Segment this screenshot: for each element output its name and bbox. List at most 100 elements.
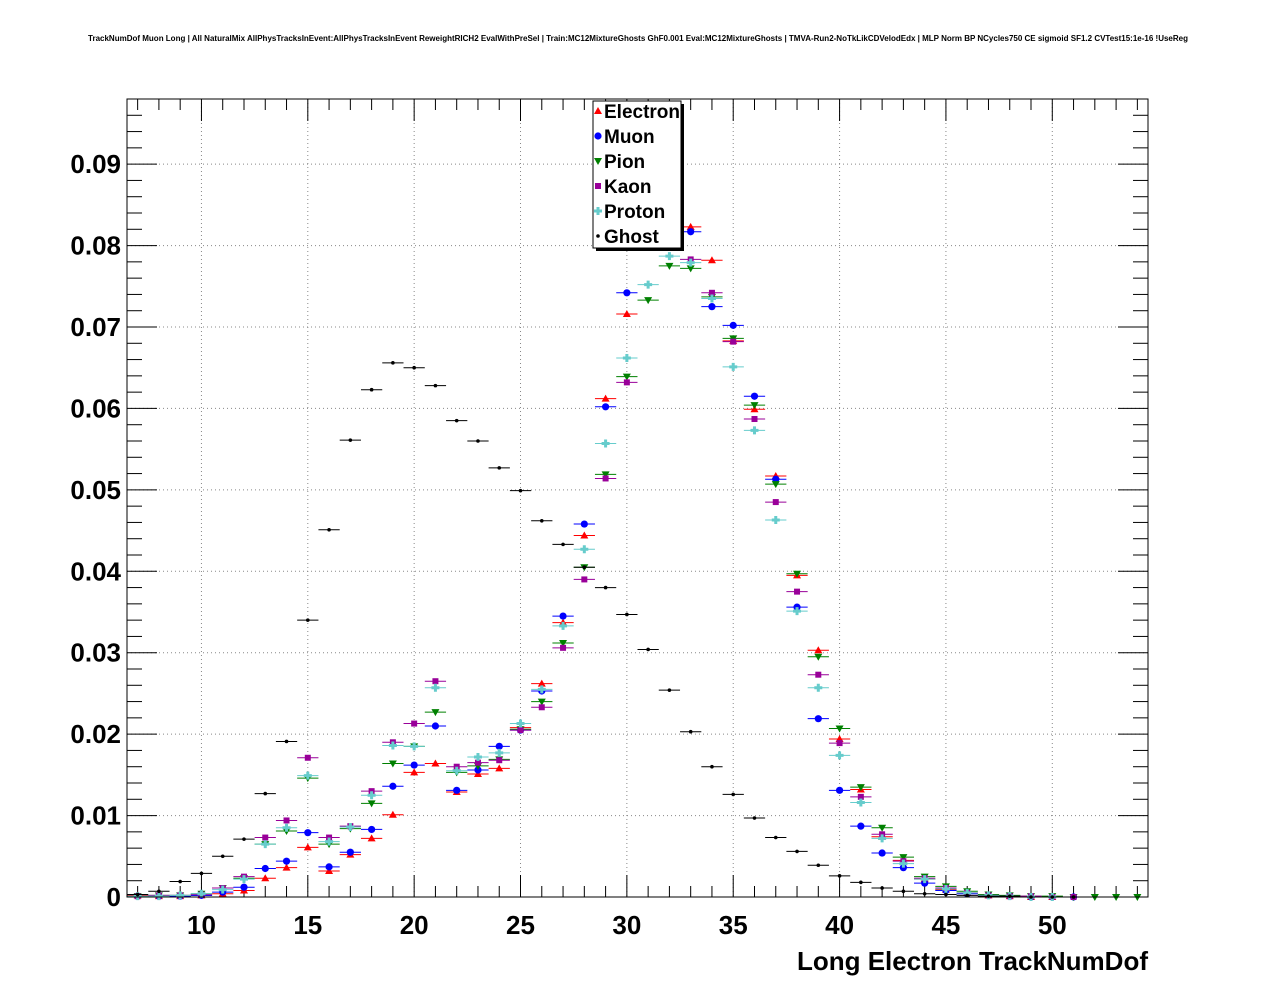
- data-point-kaon: [772, 499, 779, 506]
- data-point-muon: [623, 289, 631, 297]
- data-point-muon: [410, 761, 418, 769]
- data-point-proton: [218, 885, 227, 894]
- data-point-ghost: [752, 816, 757, 820]
- data-point-proton: [941, 884, 950, 893]
- data-point-muon: [453, 786, 461, 794]
- data-point-ghost: [306, 618, 310, 622]
- data-point-proton: [473, 752, 482, 761]
- data-point-ghost: [688, 729, 693, 734]
- data-point-pion: [559, 639, 568, 647]
- data-point-muon: [814, 715, 822, 723]
- data-point-muon: [368, 825, 376, 834]
- data-point-kaon: [836, 740, 843, 747]
- y-tick-label: 0.01: [70, 801, 121, 831]
- data-point-muon: [282, 857, 291, 865]
- data-point-proton: [431, 683, 440, 692]
- legend-marker-kaon: [595, 183, 601, 189]
- data-point-pion: [388, 760, 397, 768]
- data-point-pion: [367, 800, 376, 808]
- data-point-ghost: [731, 792, 736, 797]
- data-point-kaon: [581, 576, 588, 583]
- legend-box: [592, 100, 682, 249]
- data-point-kaon: [751, 416, 758, 423]
- data-point-kaon: [326, 834, 333, 841]
- data-point-kaon: [368, 788, 375, 795]
- data-point-kaon: [857, 793, 864, 800]
- data-point-muon: [580, 520, 588, 528]
- data-point-pion: [899, 854, 908, 862]
- x-axis-title: Long Electron TrackNumDof: [797, 946, 1148, 976]
- data-point-kaon: [496, 757, 503, 764]
- data-point-pion: [856, 784, 865, 792]
- data-point-electron: [601, 394, 610, 402]
- data-point-ghost: [242, 837, 246, 841]
- data-point-ghost: [859, 880, 863, 885]
- data-point-muon: [793, 603, 801, 611]
- data-point-muon: [559, 612, 567, 620]
- data-point-electron: [367, 834, 376, 842]
- data-point-kaon: [411, 720, 418, 727]
- legend: Electron Muon Pion Kaon Proton Ghost: [592, 100, 684, 251]
- data-point-muon: [899, 864, 907, 872]
- data-point-muon: [474, 766, 482, 774]
- y-tick-label: 0.05: [70, 475, 121, 505]
- data-point-muon: [240, 883, 248, 891]
- data-point-ghost: [178, 879, 182, 884]
- data-point-proton: [580, 545, 589, 554]
- data-point-muon: [878, 849, 886, 857]
- data-point-ghost: [795, 849, 799, 854]
- data-point-proton: [707, 294, 716, 303]
- data-point-ghost: [284, 739, 289, 744]
- data-point-muon: [772, 475, 780, 483]
- data-point-pion: [814, 653, 823, 661]
- data-point-ghost: [476, 439, 480, 443]
- data-point-proton: [495, 748, 504, 757]
- data-point-muon: [857, 822, 865, 830]
- data-point-electron: [537, 679, 546, 687]
- data-point-proton: [559, 621, 568, 630]
- legend-label-ghost: Ghost: [604, 227, 660, 248]
- chart-title: TrackNumDof Muon Long | All NaturalMix A…: [88, 34, 1188, 43]
- data-point-pion: [793, 570, 802, 578]
- y-tick-label: 0.02: [70, 719, 121, 749]
- y-tick-label: 0.08: [70, 231, 121, 261]
- data-point-proton: [197, 889, 206, 898]
- data-point-ghost: [157, 889, 161, 894]
- data-point-muon: [729, 321, 737, 329]
- data-point-proton: [835, 751, 844, 760]
- legend-marker-electron: [594, 107, 602, 114]
- x-tick-label: 35: [719, 910, 748, 940]
- legend-marker-ghost: [596, 234, 600, 238]
- data-point-electron: [580, 531, 589, 539]
- data-point-pion: [601, 471, 610, 479]
- data-point-muon: [921, 879, 929, 887]
- data-point-muon: [346, 848, 354, 856]
- y-tick-label: 0.07: [70, 312, 121, 342]
- data-point-ghost: [348, 438, 353, 442]
- data-point-kaon: [815, 671, 822, 678]
- data-point-pion: [771, 481, 780, 489]
- data-point-ghost: [135, 892, 140, 897]
- data-point-ghost: [837, 874, 842, 878]
- data-point-kaon: [304, 754, 311, 761]
- data-point-proton: [261, 840, 270, 849]
- data-point-proton: [771, 515, 780, 524]
- data-point-kaon: [602, 475, 609, 482]
- data-point-proton: [452, 766, 461, 775]
- legend-label-pion: Pion: [604, 152, 645, 173]
- series-proton: [127, 252, 1063, 901]
- data-point-muon: [261, 864, 269, 873]
- data-point-electron: [410, 768, 419, 776]
- data-point-ghost: [454, 418, 459, 423]
- data-point-proton: [729, 362, 738, 371]
- data-point-ghost: [220, 854, 225, 859]
- data-point-proton: [346, 822, 355, 831]
- data-point-kaon: [262, 834, 269, 841]
- data-point-ghost: [497, 466, 502, 470]
- y-tick-label: 0: [107, 882, 121, 912]
- y-tick-label: 0.06: [70, 393, 121, 423]
- legend-marker-pion: [594, 158, 602, 165]
- data-point-ghost: [582, 565, 587, 570]
- data-point-muon: [750, 392, 759, 400]
